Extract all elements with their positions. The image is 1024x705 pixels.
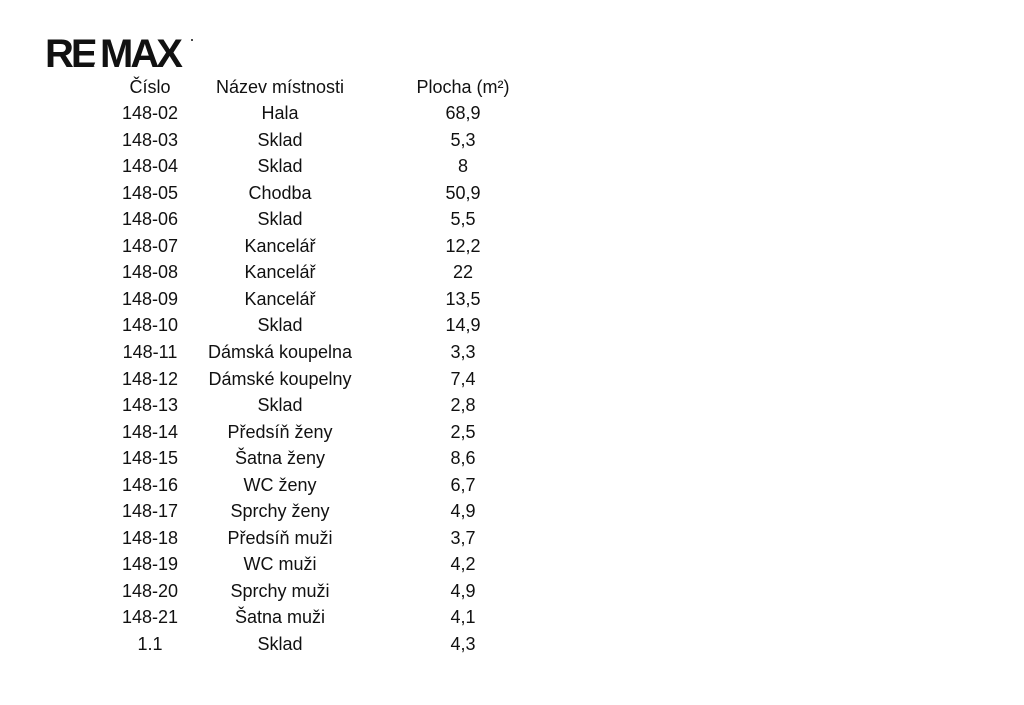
cell-name: WC muži	[243, 554, 317, 575]
cell-number: 148-06	[121, 209, 179, 230]
cell-area: 4,9	[450, 501, 476, 522]
cell-number: 148-14	[121, 421, 179, 442]
cell-name: Sklad	[257, 634, 303, 654]
cell-area: 8,6	[450, 448, 476, 469]
cell-number: 148-18	[121, 527, 179, 548]
cell-area: 13,5	[445, 288, 481, 309]
table-row: 148-15 Šatna ženy 8,6	[0, 445, 600, 471]
cell-number: 148-21	[121, 607, 179, 628]
cell-number: 1.1	[137, 634, 163, 654]
cell-number: 148-19	[121, 554, 179, 575]
table-row: 148-10 Sklad 14,9	[0, 312, 600, 338]
table-row: 148-11 Dámská koupelna 3,3	[0, 339, 600, 365]
cell-area: 4,9	[450, 580, 476, 601]
cell-area: 68,9	[445, 103, 481, 123]
header-number: Číslo	[129, 77, 171, 97]
cell-name: Kancelář	[244, 235, 316, 256]
cell-area: 4,1	[450, 607, 476, 628]
table-row: 148-02 Hala 68,9	[0, 100, 600, 126]
cell-name: Chodba	[248, 182, 312, 203]
cell-name: Sklad	[257, 156, 303, 177]
table-row: 148-07 Kancelář 12,2	[0, 233, 600, 259]
cell-area: 5,5	[450, 209, 476, 230]
svg-text:MAX: MAX	[100, 34, 183, 72]
cell-name: Kancelář	[244, 288, 316, 309]
cell-area: 4,3	[450, 634, 476, 654]
cell-area: 8	[457, 156, 468, 177]
cell-area: 4,2	[450, 554, 476, 575]
remax-logo: RE MAX	[45, 34, 195, 72]
table-row: 148-20 Sprchy muži 4,9	[0, 578, 600, 604]
cell-name: Šatna muži	[234, 607, 326, 628]
cell-number: 148-17	[121, 501, 179, 522]
cell-area: 12,2	[445, 235, 481, 256]
table-row: 148-13 Sklad 2,8	[0, 392, 600, 418]
cell-area: 14,9	[445, 315, 481, 336]
cell-name: Sklad	[257, 209, 303, 230]
cell-number: 148-08	[121, 262, 179, 283]
cell-name: Šatna ženy	[234, 448, 326, 469]
cell-number: 148-15	[121, 448, 179, 469]
cell-name: Sprchy ženy	[230, 501, 330, 522]
svg-text:RE: RE	[45, 34, 97, 72]
table-row: 148-09 Kancelář 13,5	[0, 286, 600, 312]
cell-area: 7,4	[450, 368, 476, 389]
table-row: 148-08 Kancelář 22	[0, 259, 600, 285]
cell-area: 3,3	[450, 341, 476, 362]
cell-area: 22	[452, 262, 474, 283]
cell-name: Sklad	[257, 129, 303, 150]
cell-number: 148-02	[121, 103, 179, 123]
cell-area: 2,5	[450, 421, 476, 442]
cell-number: 148-13	[121, 395, 179, 416]
table-row: 148-14 Předsíň ženy 2,5	[0, 419, 600, 445]
table-row: 148-18 Předsíň muži 3,7	[0, 525, 600, 551]
cell-name: Sklad	[257, 315, 303, 336]
table-row: 148-03 Sklad 5,3	[0, 127, 600, 153]
cell-name: WC ženy	[243, 474, 317, 495]
cell-name: Dámská koupelna	[207, 341, 353, 362]
table-row: 148-16 WC ženy 6,7	[0, 472, 600, 498]
cell-number: 148-03	[121, 129, 179, 150]
cell-name: Předsíň muži	[227, 527, 333, 548]
table-row: 1.1 Sklad 4,3	[0, 631, 600, 657]
cell-name: Sprchy muži	[230, 580, 330, 601]
cell-number: 148-11	[122, 341, 178, 362]
table-row: 148-21 Šatna muži 4,1	[0, 604, 600, 630]
table-header: Číslo Název místnosti Plocha (m²)	[0, 74, 600, 100]
cell-area: 3,7	[450, 527, 476, 548]
cell-number: 148-07	[121, 235, 179, 256]
table-row: 148-06 Sklad 5,5	[0, 206, 600, 232]
cell-number: 148-20	[121, 580, 179, 601]
cell-name: Kancelář	[244, 262, 316, 283]
table-row: 148-17 Sprchy ženy 4,9	[0, 498, 600, 524]
cell-area: 50,9	[445, 182, 481, 203]
cell-number: 148-12	[121, 368, 179, 389]
header-area: Plocha (m²)	[416, 77, 510, 97]
cell-number: 148-10	[121, 315, 179, 336]
cell-name: Dámské koupelny	[208, 368, 352, 389]
header-name: Název místnosti	[215, 77, 345, 97]
cell-number: 148-04	[121, 156, 179, 177]
table-row: 148-05 Chodba 50,9	[0, 180, 600, 206]
table-row: 148-19 WC muži 4,2	[0, 551, 600, 577]
cell-name: Sklad	[257, 395, 303, 416]
table-row: 148-04 Sklad 8	[0, 153, 600, 179]
cell-area: 2,8	[450, 395, 476, 416]
cell-area: 5,3	[450, 129, 476, 150]
cell-number: 148-09	[121, 288, 179, 309]
cell-area: 6,7	[450, 474, 476, 495]
cell-number: 148-16	[121, 474, 179, 495]
cell-name: Předsíň ženy	[227, 421, 333, 442]
cell-number: 148-05	[121, 182, 179, 203]
table-row: 148-12 Dámské koupelny 7,4	[0, 366, 600, 392]
cell-name: Hala	[261, 103, 299, 123]
